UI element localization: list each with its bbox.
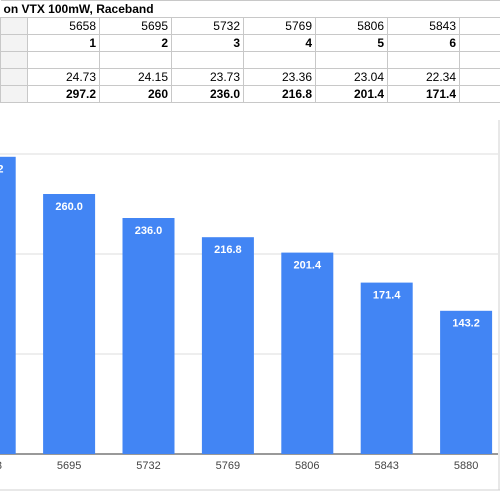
data-label: 201.4 <box>294 260 322 272</box>
x-tick-label: 5695 <box>57 460 81 472</box>
table-cell <box>458 85 500 103</box>
x-tick-label: 5806 <box>295 460 319 472</box>
table-cell: 5806 <box>315 17 388 35</box>
table-cell: 171.4 <box>387 85 460 103</box>
table-cell <box>0 51 28 69</box>
data-label: 171.4 <box>373 290 401 302</box>
table-cell: 22.34 <box>387 68 460 86</box>
bar <box>122 218 175 454</box>
table-cell: 201.4 <box>315 85 388 103</box>
table-cell: 5769 <box>243 17 316 35</box>
x-tick-label: 5843 <box>374 460 398 472</box>
table-cell: 5732 <box>171 17 244 35</box>
bar <box>360 282 413 454</box>
data-label: 260.0 <box>55 201 83 213</box>
bar <box>0 156 16 455</box>
table-row: 5658 5695 5732 5769 5806 5843 <box>0 17 500 35</box>
x-tick-label: 5880 <box>454 460 478 472</box>
bar <box>440 310 493 454</box>
table-cell <box>0 17 28 35</box>
table-cell: 236.0 <box>171 85 244 103</box>
table-row: 24.73 24.15 23.73 23.36 23.04 22.34 <box>0 68 500 86</box>
table-cell: 216.8 <box>243 85 316 103</box>
bar <box>43 194 96 454</box>
table-cell: 23.04 <box>315 68 388 86</box>
x-tick-label: 5769 <box>216 460 240 472</box>
table-cell <box>0 85 28 103</box>
data-label: 236.0 <box>135 225 163 237</box>
data-label: 216.8 <box>214 244 242 256</box>
table-cell <box>0 34 28 52</box>
bar <box>201 237 254 454</box>
table-cell: 260 <box>99 85 172 103</box>
table-body: on VTX 100mW, Raceband 5658 5695 5732 5769 5… <box>0 0 500 103</box>
bar <box>281 252 334 454</box>
table-cell <box>0 68 28 86</box>
sheet-table: on VTX 100mW, Raceband 5658 5695 5732 5769 5… <box>0 0 500 103</box>
data-label: 297.2 <box>0 164 3 176</box>
table-cell: 5658 <box>27 17 100 35</box>
table-cell: 23.36 <box>243 68 316 86</box>
x-tick-label: 5732 <box>136 460 160 472</box>
data-label: 143.2 <box>452 318 480 330</box>
table-row: 297.2 260 236.0 216.8 201.4 171.4 <box>0 85 500 103</box>
x-tick-label: 5658 <box>0 460 2 472</box>
